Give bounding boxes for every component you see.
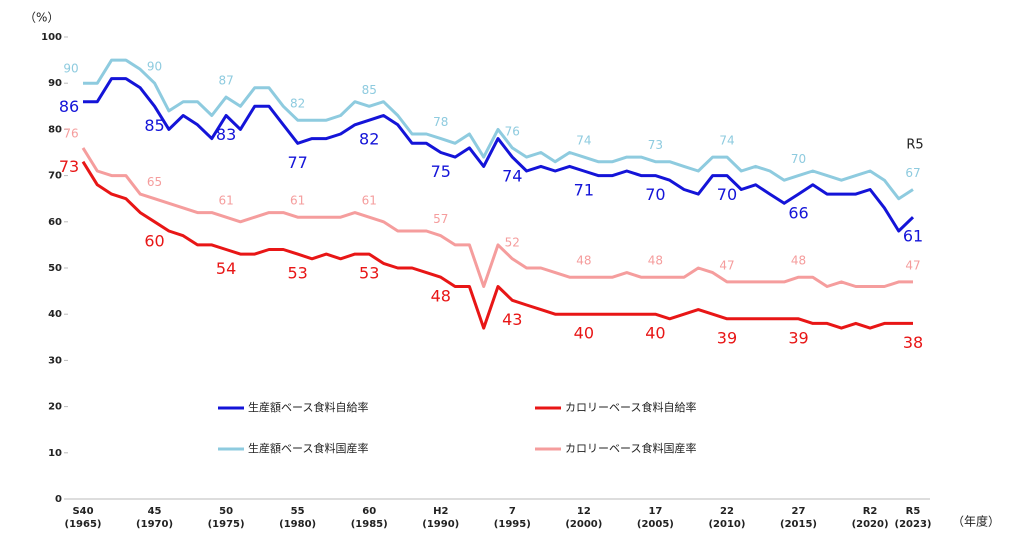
data-label: 61 <box>218 194 233 208</box>
data-label: 57 <box>433 212 448 226</box>
data-label: 77 <box>287 153 307 172</box>
x-tick-label: 17 (2005) <box>636 506 674 530</box>
x-tick-label: R5 (2023) <box>894 506 932 530</box>
data-label: 61 <box>290 194 305 208</box>
x-tick-label: 27 (2015) <box>780 506 817 530</box>
y-tick-label: 40 <box>48 309 62 320</box>
data-label: 74 <box>502 167 522 186</box>
legend-label: カロリーベース食料自給率 <box>565 400 696 414</box>
series-line <box>81 147 913 288</box>
data-label: 48 <box>431 287 451 306</box>
x-tick-label: 60 (1985) <box>350 506 388 530</box>
data-label: 53 <box>359 264 379 283</box>
data-label: 90 <box>147 60 162 74</box>
data-label: 74 <box>576 134 591 148</box>
data-label: 43 <box>502 310 522 329</box>
x-tick-label: 12 (2000) <box>565 506 603 530</box>
data-label: 82 <box>359 130 379 149</box>
data-label: 47 <box>719 258 734 272</box>
series-line <box>83 58 914 201</box>
y-tick-label: 10 <box>48 448 62 459</box>
data-label: 52 <box>505 235 520 249</box>
data-label: 78 <box>433 115 448 129</box>
data-label: 38 <box>903 333 923 352</box>
data-label: 73 <box>59 157 79 176</box>
x-tick-label: S40 (1965) <box>64 506 102 530</box>
y-tick-label: 90 <box>48 78 62 89</box>
y-tick-label: 80 <box>48 124 62 135</box>
data-label: 73 <box>648 138 663 152</box>
data-label: 82 <box>290 97 305 111</box>
data-label: 85 <box>362 83 377 97</box>
y-tick-label: 100 <box>41 32 62 43</box>
data-label: 70 <box>717 185 737 204</box>
data-label: 48 <box>648 254 663 268</box>
data-label: 47 <box>905 258 920 272</box>
data-label: 76 <box>63 126 78 140</box>
data-label: 86 <box>59 97 79 116</box>
data-label: 75 <box>431 162 451 181</box>
data-label: 90 <box>63 62 78 76</box>
data-label: 83 <box>216 125 236 144</box>
series-line <box>81 160 913 330</box>
y-tick-label: 20 <box>48 402 62 413</box>
data-label: 39 <box>717 328 737 347</box>
data-label: 48 <box>576 254 591 268</box>
data-label: 54 <box>216 259 236 278</box>
legend-label: 生産額ベース食料自給率 <box>248 400 368 414</box>
data-label: 53 <box>287 264 307 283</box>
legend-label: カロリーベース食料国産率 <box>565 441 696 455</box>
x-tick-label: H2 (1990) <box>422 506 460 530</box>
y-tick-label: 30 <box>48 355 62 366</box>
data-label: 74 <box>719 134 734 148</box>
x-tick-label: 45 (1970) <box>136 506 174 530</box>
data-label: 40 <box>574 324 594 343</box>
x-axis-label: （年度） <box>952 514 1000 529</box>
data-label: 60 <box>144 231 164 250</box>
x-tick-label: R2 (2020) <box>851 506 889 530</box>
annotation: R5 <box>906 138 923 153</box>
y-tick-label: 70 <box>48 171 62 182</box>
data-label: 87 <box>218 74 233 88</box>
x-tick-label: 50 (1975) <box>207 506 245 530</box>
data-label: 65 <box>147 175 162 189</box>
data-label: 70 <box>645 185 665 204</box>
y-tick-label: 60 <box>48 217 62 228</box>
data-label: 66 <box>788 204 808 223</box>
data-label: 61 <box>903 227 923 246</box>
series-line <box>83 77 915 233</box>
data-label: 61 <box>362 194 377 208</box>
data-label: 39 <box>788 328 808 347</box>
x-tick-label: 7 (1995) <box>493 506 531 530</box>
x-tick-label: 55 (1980) <box>279 506 317 530</box>
data-label: 70 <box>791 152 806 166</box>
data-label: 48 <box>791 254 806 268</box>
legend-label: 生産額ベース食料国産率 <box>248 441 368 455</box>
data-label: 76 <box>505 124 520 138</box>
y-tick-label: 50 <box>48 263 62 274</box>
data-label: 85 <box>144 116 164 135</box>
data-label: 67 <box>905 166 920 180</box>
y-tick-label: 0 <box>55 494 62 505</box>
y-axis-label: （%） <box>24 11 59 25</box>
data-label: 71 <box>574 180 594 199</box>
data-label: 40 <box>645 324 665 343</box>
x-tick-label: 22 (2010) <box>708 506 746 530</box>
